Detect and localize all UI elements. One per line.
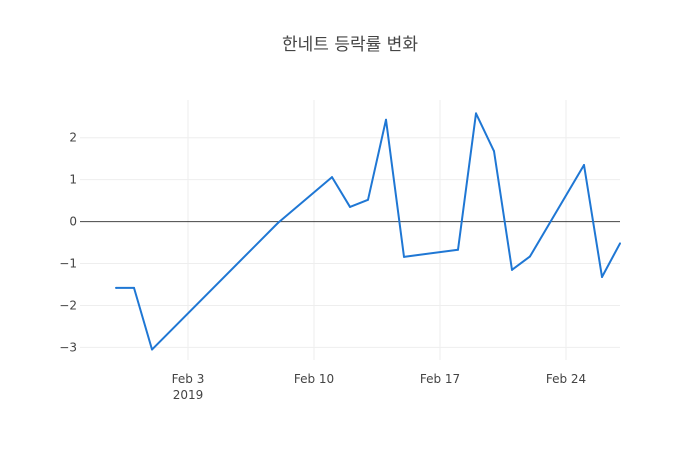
y-tick-label: −2 [59, 298, 77, 312]
x-tick-label: Feb 24 [546, 372, 586, 386]
y-tick-label: −1 [59, 257, 77, 271]
data-point [151, 348, 153, 351]
data-point [529, 255, 531, 258]
grid-layer [80, 100, 620, 360]
data-point [133, 286, 135, 289]
y-tick-label: −3 [59, 340, 77, 354]
y-tick-label: 2 [69, 131, 77, 145]
data-point [277, 221, 279, 224]
data-point [583, 164, 585, 166]
data-point [619, 242, 621, 245]
x-tick-sublabel: 2019 [173, 388, 204, 402]
y-tick-label: 0 [69, 215, 77, 229]
data-point [385, 118, 387, 121]
data-point [367, 198, 369, 201]
x-tick-label: Feb 3 [172, 372, 205, 386]
series-line [116, 112, 621, 351]
data-point [601, 275, 603, 278]
data-point [511, 268, 513, 271]
chart-title: 한네트 등락률 변화 [282, 35, 418, 55]
axis-layer: Feb 3 2019 Feb 10 Feb 17 Feb 24 2 1 0 −1 −2 −3 [59, 131, 620, 402]
data-point [115, 286, 117, 289]
data-point [457, 248, 459, 251]
data-point [331, 176, 333, 179]
data-point [493, 150, 495, 153]
data-point [403, 255, 405, 258]
series-layer [115, 112, 621, 351]
x-tick-label: Feb 10 [294, 372, 334, 386]
data-point [475, 112, 477, 115]
data-point [349, 205, 351, 208]
y-tick-label: 1 [69, 173, 77, 187]
x-tick-label: Feb 17 [420, 372, 460, 386]
